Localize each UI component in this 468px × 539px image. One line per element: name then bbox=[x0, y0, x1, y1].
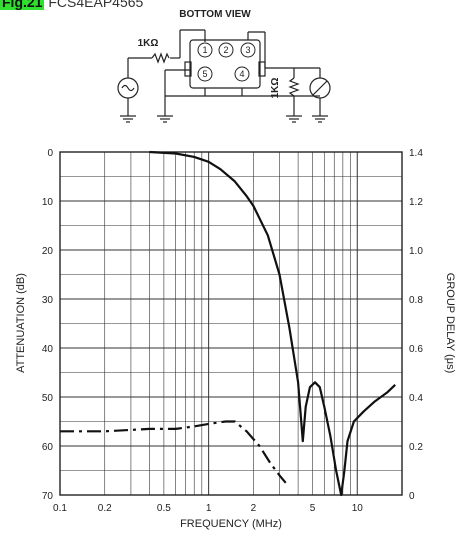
y-right-axis-label: GROUP DELAY (μs) bbox=[444, 273, 456, 373]
pin-4-label: 4 bbox=[239, 69, 244, 79]
x-tick-label: 2 bbox=[251, 503, 257, 514]
chart-grid bbox=[60, 152, 402, 495]
attenuation-curve bbox=[149, 150, 396, 497]
pin-1-label: 1 bbox=[202, 45, 207, 55]
y-left-tick-label: 0 bbox=[47, 148, 53, 159]
load-resistor-label: 1KΩ bbox=[270, 78, 281, 99]
x-tick-label: 0.1 bbox=[53, 503, 67, 514]
y-left-tick-label: 40 bbox=[42, 344, 54, 355]
x-tick-labels: 0.1 0.2 0.5 1 2 5 10 bbox=[53, 503, 363, 514]
test-circuit-schematic: BOTTOM VIEW bbox=[117, 9, 331, 123]
y-left-tick-label: 10 bbox=[42, 197, 54, 208]
y-right-tick-label: 1.2 bbox=[409, 197, 423, 208]
x-tick-label: 10 bbox=[352, 503, 364, 514]
y-left-tick-label: 60 bbox=[42, 442, 54, 453]
y-right-tick-label: 0 bbox=[409, 491, 415, 502]
y-left-tick-label: 20 bbox=[42, 246, 54, 257]
y-right-tick-labels: 1.4 1.2 1.0 0.8 0.6 0.4 0.2 0 bbox=[409, 148, 423, 502]
group-delay-curve bbox=[60, 420, 287, 484]
x-tick-label: 0.2 bbox=[98, 503, 112, 514]
figure-number: Fig.21 bbox=[0, 0, 45, 10]
y-right-tick-label: 0.4 bbox=[409, 393, 423, 404]
y-left-axis-label: ATTENUATION (dB) bbox=[15, 273, 27, 373]
y-right-tick-label: 0.8 bbox=[409, 295, 423, 306]
pin-2-label: 2 bbox=[223, 45, 228, 55]
bottom-view-label: BOTTOM VIEW bbox=[179, 9, 251, 20]
pin-3-label: 3 bbox=[245, 45, 250, 55]
y-right-tick-label: 0.6 bbox=[409, 344, 423, 355]
y-left-tick-labels: 0 10 20 30 40 50 60 70 bbox=[42, 148, 54, 502]
x-tick-label: 5 bbox=[310, 503, 316, 514]
x-axis-label: FREQUENCY (MHz) bbox=[180, 518, 282, 530]
y-left-tick-label: 50 bbox=[42, 393, 54, 404]
x-tick-label: 0.5 bbox=[157, 503, 171, 514]
source-resistor-label: 1KΩ bbox=[138, 38, 159, 49]
figure-caption: Fig.21 FCS4EAP4565 bbox=[0, 0, 144, 10]
y-right-tick-label: 0.2 bbox=[409, 442, 423, 453]
y-left-tick-label: 30 bbox=[42, 295, 54, 306]
x-tick-label: 1 bbox=[206, 503, 212, 514]
y-left-tick-label: 70 bbox=[42, 491, 54, 502]
y-right-tick-label: 1.0 bbox=[409, 246, 423, 257]
part-number: FCS4EAP4565 bbox=[48, 0, 144, 10]
y-right-tick-label: 1.4 bbox=[409, 148, 423, 159]
pin-5-label: 5 bbox=[202, 69, 207, 79]
plot-frame bbox=[59, 151, 403, 496]
chart-series bbox=[60, 150, 396, 497]
